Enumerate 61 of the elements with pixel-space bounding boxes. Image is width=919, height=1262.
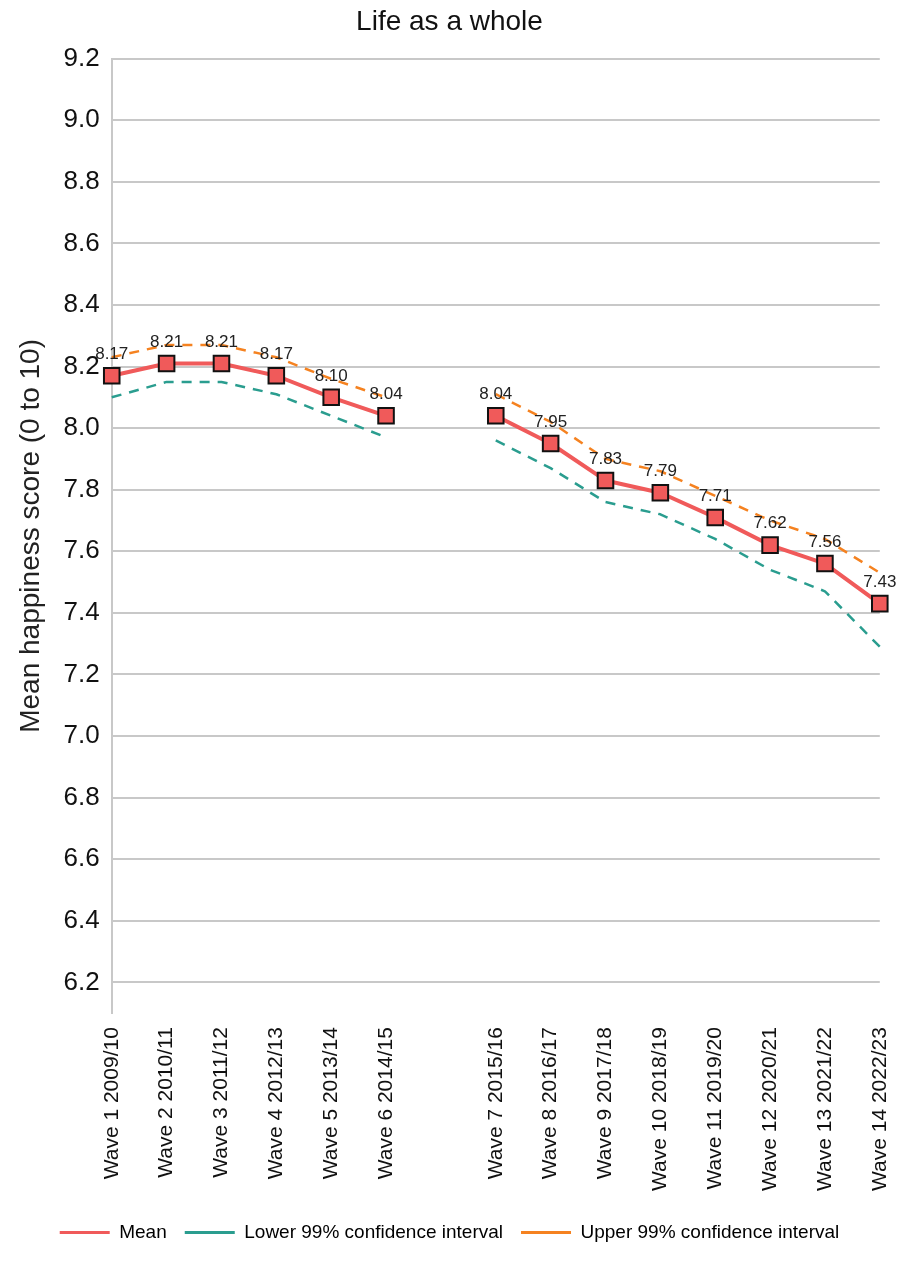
y-tick-label: 9.2 [63, 41, 100, 72]
y-tick-label: 7.6 [63, 534, 100, 565]
x-tick-label: Wave 10 2018/19 [647, 1027, 671, 1192]
point [816, 554, 834, 573]
point [651, 483, 670, 502]
x-tick-label: Wave 2 2010/11 [153, 1027, 177, 1178]
y-tick-label: 7.4 [63, 596, 100, 627]
y-tick-label: 8.8 [63, 164, 100, 195]
x-tick-label: Wave 8 2016/17 [537, 1027, 561, 1180]
y-tick-label: 8.0 [63, 411, 100, 442]
x-tick-label: Wave 5 2013/14 [317, 1026, 341, 1180]
point [322, 388, 340, 407]
point [871, 594, 889, 613]
x-tick-label: Wave 3 2011/12 [208, 1027, 232, 1178]
x-tick-label: Wave 13 2021/22 [811, 1027, 835, 1192]
point [377, 407, 395, 425]
y-tick-label: 7.2 [63, 657, 100, 688]
y-tick-label: 6.6 [63, 842, 100, 873]
x-tick-label: Wave 11 2019/20 [702, 1027, 726, 1190]
data-label: 8.21 [150, 331, 184, 351]
data-label: 8.10 [314, 365, 348, 385]
y-tick-label: 8.6 [63, 226, 100, 257]
x-tick-label: Wave 14 2022/23 [866, 1027, 890, 1192]
x-tick-label: Wave 1 2009/10 [98, 1027, 122, 1180]
x-tick-label: Wave 12 2020/21 [756, 1027, 780, 1192]
point [267, 366, 286, 385]
data-label: 8.04 [479, 383, 513, 403]
y-tick-label: 7.8 [63, 472, 100, 503]
data-label: 8.17 [259, 343, 293, 363]
y-tick-label: 6.4 [63, 903, 100, 934]
y-axis-title: Mean happiness score (0 to 10) [13, 338, 45, 733]
y-tick-label: 6.2 [63, 965, 100, 996]
x-tick-label: Wave 7 2015/16 [482, 1027, 506, 1180]
legend-label: Lower 99% confidence interval [244, 1220, 504, 1242]
data-label: 7.83 [588, 448, 623, 468]
chart-title: Life as a whole [356, 4, 543, 36]
legend-label: Upper 99% confidence interval [580, 1220, 840, 1242]
data-label: 7.56 [808, 531, 842, 551]
point [212, 354, 231, 373]
data-label: 7.71 [698, 485, 732, 505]
data-label: 7.62 [753, 513, 787, 533]
y-tick-label: 8.4 [63, 288, 100, 319]
y-tick-label: 9.0 [63, 103, 100, 134]
point [706, 508, 724, 527]
x-tick-label: Wave 4 2012/13 [263, 1027, 287, 1180]
y-tick-label: 6.8 [63, 780, 100, 811]
point [761, 536, 779, 554]
data-label: 8.04 [369, 383, 403, 403]
data-label: 8.21 [204, 331, 239, 351]
x-tick-label: Wave 6 2014/15 [372, 1027, 396, 1180]
point [486, 407, 505, 425]
data-label: 7.79 [643, 460, 677, 480]
x-tick-label: Wave 9 2017/18 [592, 1027, 616, 1180]
legend-label: Mean [119, 1220, 167, 1242]
point [596, 471, 615, 490]
y-tick-label: 7.0 [63, 719, 100, 750]
point [157, 354, 176, 373]
data-label: 7.43 [863, 571, 897, 591]
point [102, 366, 121, 385]
data-label: 7.95 [534, 411, 568, 431]
point [541, 434, 560, 453]
